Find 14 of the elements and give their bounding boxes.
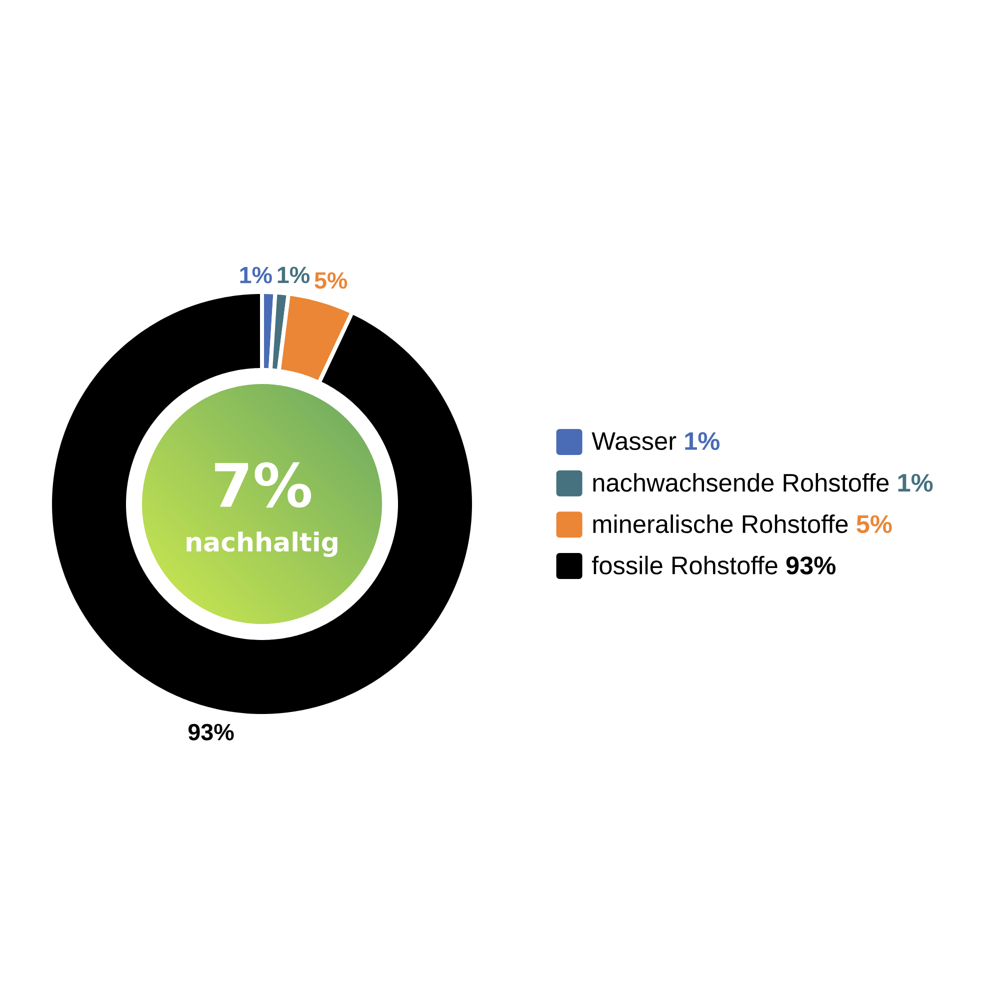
text: 7% [215,462,312,508]
data-label: 5% [314,272,348,289]
legend-label: Wasser [592,432,676,450]
text: 1% [685,432,720,450]
text: 93% [786,556,836,574]
legend-label: mineralische Rohstoffe [593,514,848,534]
text: nachhaltig [186,532,338,557]
text: 1% [898,474,933,492]
data-label: 93% [188,724,234,740]
data-label: 1% [240,266,272,284]
legend-label: fossile Rohstoffe [592,556,778,574]
text: 5% [856,515,892,534]
legend-label: nachwachsende Rohstoffe [593,473,889,492]
data-label: 1% [278,266,310,284]
